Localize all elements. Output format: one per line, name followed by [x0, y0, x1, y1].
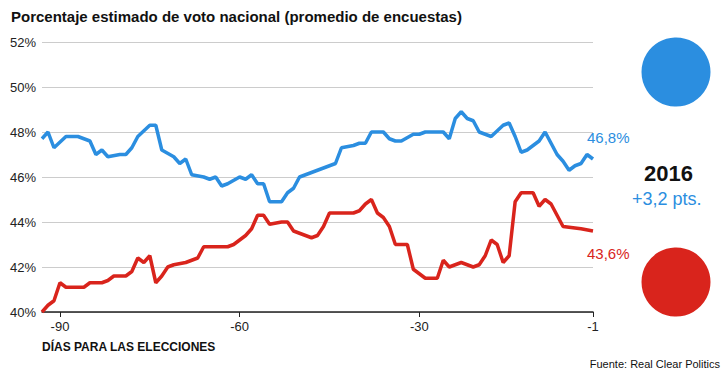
svg-text:2016: 2016 [644, 161, 693, 186]
svg-text:46%: 46% [10, 170, 36, 185]
svg-text:50%: 50% [10, 80, 36, 95]
svg-text:46,8%: 46,8% [587, 129, 630, 146]
svg-text:+3,2 pts.: +3,2 pts. [632, 189, 702, 209]
svg-text:43,6%: 43,6% [587, 245, 630, 262]
svg-text:52%: 52% [10, 35, 36, 50]
svg-text:Fuente: Real Clear Politics: Fuente: Real Clear Politics [590, 358, 721, 370]
svg-text:-60: -60 [230, 319, 249, 334]
svg-text:42%: 42% [10, 260, 36, 275]
svg-text:Porcentaje estimado de voto na: Porcentaje estimado de voto nacional (pr… [11, 8, 462, 25]
svg-text:-90: -90 [51, 319, 70, 334]
svg-text:-1: -1 [587, 319, 599, 334]
svg-text:40%: 40% [10, 305, 36, 320]
svg-text:48%: 48% [10, 125, 36, 140]
svg-text:-30: -30 [410, 319, 429, 334]
svg-text:DÍAS PARA LAS ELECCIONES: DÍAS PARA LAS ELECCIONES [42, 339, 215, 354]
svg-text:44%: 44% [10, 215, 36, 230]
